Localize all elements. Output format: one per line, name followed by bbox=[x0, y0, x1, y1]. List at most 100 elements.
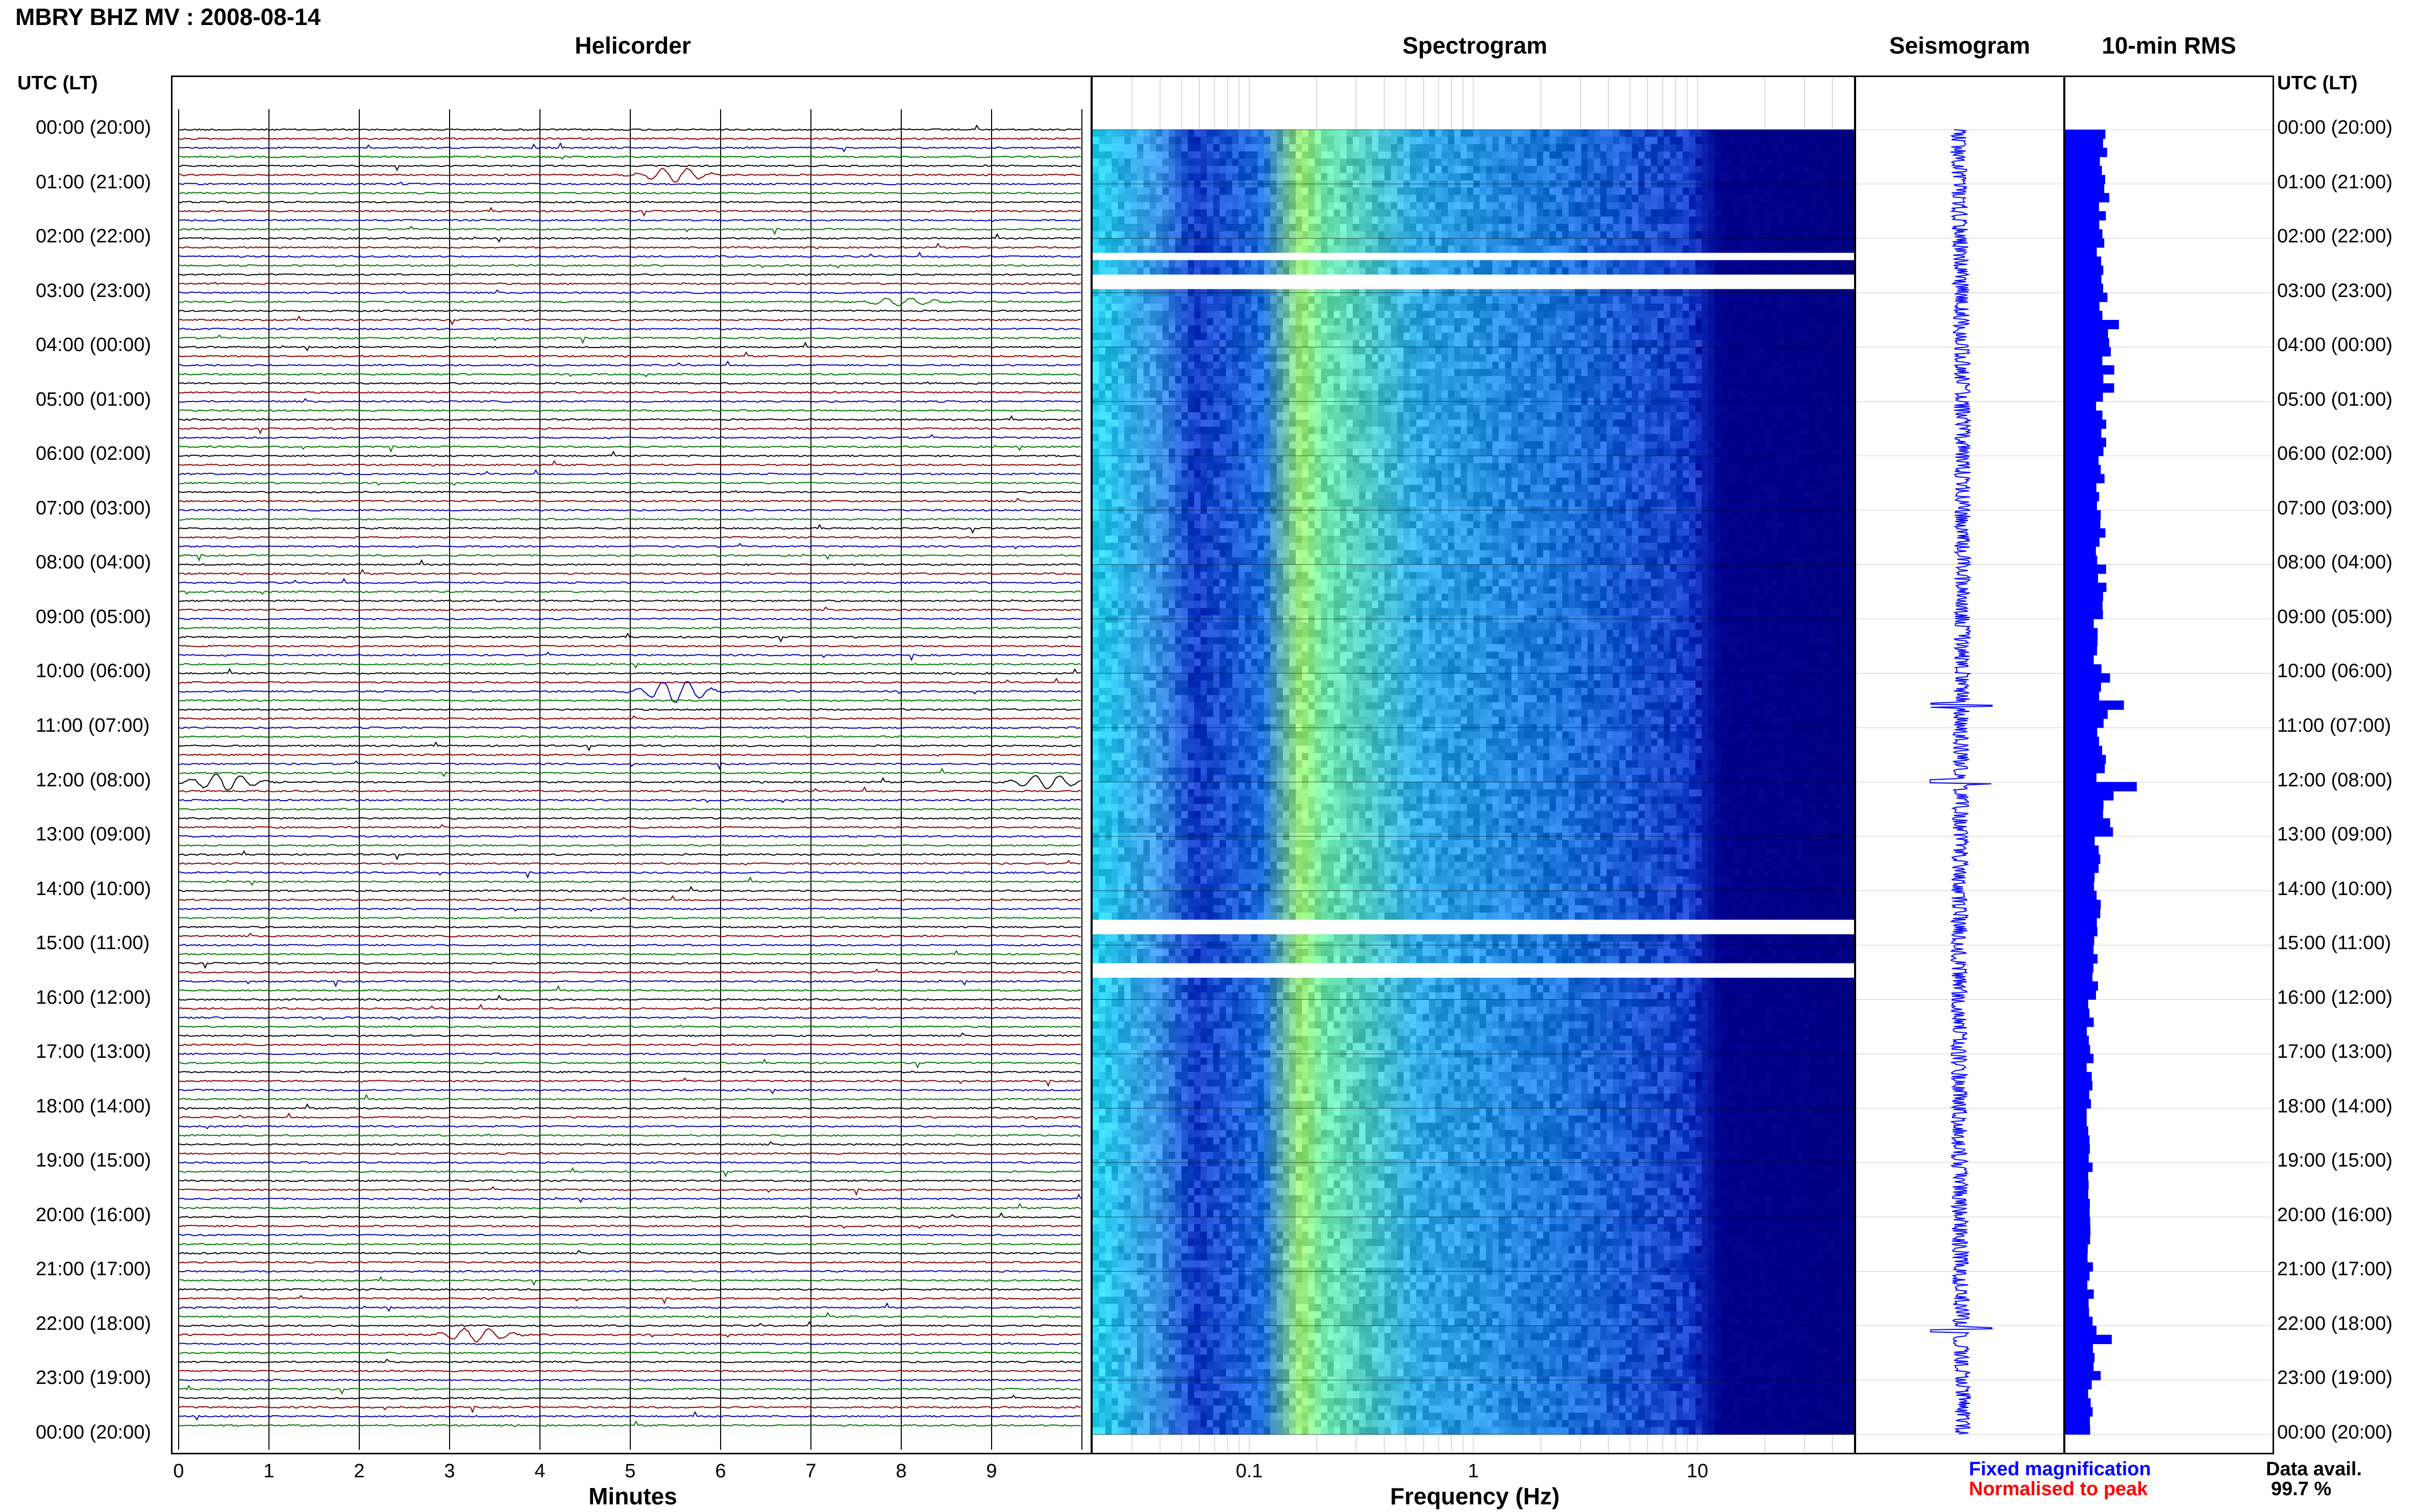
spectrogram-cell bbox=[1099, 151, 1106, 159]
spectrogram-cell bbox=[1448, 253, 1455, 261]
spectrogram-cell bbox=[1245, 282, 1252, 290]
spectrogram-cell bbox=[1625, 383, 1633, 391]
spectrogram-cell bbox=[1530, 260, 1537, 268]
spectrogram-cell bbox=[1543, 166, 1550, 173]
spectrogram-cell bbox=[1321, 187, 1328, 195]
spectrogram-cell bbox=[1454, 405, 1461, 413]
spectrogram-cell bbox=[1264, 144, 1271, 152]
spectrogram-cell bbox=[1714, 332, 1721, 340]
spectrogram-cell bbox=[1352, 166, 1360, 173]
spectrogram-cell bbox=[1644, 260, 1651, 268]
spectrogram-cell bbox=[1276, 202, 1283, 210]
spectrogram-cell bbox=[1701, 209, 1709, 217]
spectrogram-cell bbox=[1175, 318, 1182, 326]
spectrogram-cell bbox=[1441, 166, 1448, 173]
spectrogram-cell bbox=[1568, 158, 1575, 166]
spectrogram-cell bbox=[1835, 390, 1842, 399]
spectrogram-cell bbox=[1720, 368, 1727, 377]
spectrogram-cell bbox=[1492, 173, 1499, 181]
hour-label-left: 17:00 (13:00) bbox=[36, 1041, 151, 1063]
spectrogram-cell bbox=[1454, 332, 1461, 340]
spectrogram-cell bbox=[1219, 187, 1226, 195]
spectrogram-cell bbox=[1435, 231, 1442, 239]
spectrogram-cell bbox=[1651, 376, 1658, 384]
spectrogram-cell bbox=[1391, 361, 1398, 369]
spectrogram-cell bbox=[1270, 405, 1277, 413]
spectrogram-cell bbox=[1257, 405, 1265, 413]
spectrogram-cell bbox=[1835, 376, 1842, 384]
spectrogram-cell bbox=[1130, 405, 1138, 413]
spectrogram-cell bbox=[1124, 412, 1131, 420]
spectrogram-cell bbox=[1251, 383, 1258, 391]
spectrogram-cell bbox=[1105, 144, 1112, 152]
spectrogram-cell bbox=[1403, 260, 1411, 268]
spectrogram-cell bbox=[1245, 238, 1252, 246]
spectrogram-cell bbox=[1733, 275, 1740, 282]
spectrogram-cell bbox=[1810, 368, 1816, 377]
spectrogram-cell bbox=[1391, 144, 1398, 152]
spectrogram-cell bbox=[1162, 405, 1169, 413]
spectrogram-cell bbox=[1568, 260, 1575, 268]
spectrogram-cell bbox=[1264, 194, 1271, 203]
spectrogram-cell bbox=[1384, 194, 1391, 203]
spectrogram-cell bbox=[1676, 383, 1683, 391]
spectrogram-cell bbox=[1765, 151, 1772, 159]
spectrogram-cell bbox=[1543, 296, 1550, 304]
spectrogram-cell bbox=[1391, 332, 1398, 340]
spectrogram-cell bbox=[1587, 275, 1594, 282]
spectrogram-cell bbox=[1492, 202, 1499, 210]
spectrogram-cell bbox=[1511, 166, 1518, 173]
spectrogram-cell bbox=[1467, 238, 1474, 246]
spectrogram-cell bbox=[1264, 405, 1271, 413]
spectrogram-cell bbox=[1118, 231, 1125, 239]
spectrogram-cell bbox=[1308, 296, 1315, 304]
spectrogram-cell bbox=[1219, 361, 1226, 369]
spectrogram-cell bbox=[1492, 405, 1499, 413]
spectrogram-cell bbox=[1346, 347, 1353, 355]
spectrogram-cell bbox=[1790, 318, 1797, 326]
spectrogram-cell bbox=[1435, 151, 1442, 159]
spectrogram-cell bbox=[1574, 332, 1582, 340]
spectrogram-cell bbox=[1435, 332, 1442, 340]
spectrogram-cell bbox=[1657, 238, 1664, 246]
spectrogram-cell bbox=[1695, 187, 1702, 195]
spectrogram-cell bbox=[1689, 325, 1696, 333]
spectrogram-cell bbox=[1771, 405, 1779, 413]
spectrogram-cell bbox=[1270, 231, 1277, 239]
spectrogram-cell bbox=[1619, 267, 1626, 275]
spectrogram-cell bbox=[1188, 354, 1195, 362]
helicorder-trace bbox=[178, 1370, 1081, 1373]
spectrogram-cell bbox=[1181, 412, 1189, 420]
spectrogram-cell bbox=[1454, 194, 1461, 203]
spectrogram-cell bbox=[1283, 332, 1290, 340]
spectrogram-cell bbox=[1505, 187, 1512, 195]
spectrogram-cell bbox=[1619, 151, 1626, 159]
spectrogram-cell bbox=[1664, 361, 1670, 369]
spectrogram-cell bbox=[1524, 405, 1531, 413]
spectrogram-cell bbox=[1410, 383, 1417, 391]
spectrogram-cell bbox=[1683, 158, 1690, 166]
spectrogram-cell bbox=[1137, 376, 1144, 384]
spectrogram-cell bbox=[1130, 137, 1138, 144]
spectrogram-cell bbox=[1099, 130, 1106, 137]
spectrogram-cell bbox=[1219, 130, 1226, 137]
spectrogram-cell bbox=[1461, 194, 1468, 203]
spectrogram-cell bbox=[1302, 267, 1309, 275]
spectrogram-cell bbox=[1594, 173, 1601, 181]
spectrogram-cell bbox=[1194, 318, 1201, 326]
spectrogram-cell bbox=[1137, 224, 1144, 232]
spectrogram-cell bbox=[1188, 253, 1195, 261]
spectrogram-cell bbox=[1334, 260, 1341, 268]
spectrogram-cell bbox=[1156, 340, 1163, 348]
spectrogram-cell bbox=[1169, 340, 1176, 348]
spectrogram-cell bbox=[1384, 361, 1391, 369]
spectrogram-cell bbox=[1543, 224, 1550, 232]
spectrogram-cell bbox=[1727, 361, 1734, 369]
spectrogram-cell bbox=[1638, 318, 1645, 326]
spectrogram-cell bbox=[1530, 354, 1537, 362]
hour-label-left: 00:00 (20:00) bbox=[36, 117, 151, 139]
spectrogram-cell bbox=[1574, 282, 1582, 290]
spectrogram-cell bbox=[1232, 325, 1239, 333]
spectrogram-cell bbox=[1556, 137, 1563, 144]
spectrogram-cell bbox=[1543, 260, 1550, 268]
